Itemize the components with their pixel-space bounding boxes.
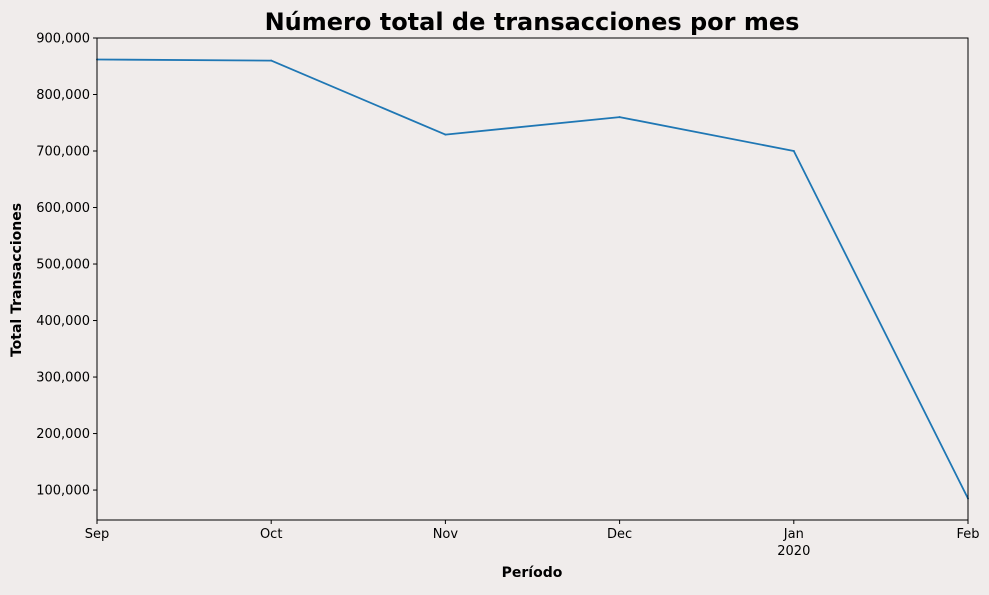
y-tick-label: 900,000 — [36, 32, 90, 47]
y-tick-label: 300,000 — [36, 371, 90, 386]
x-axis-title: Período — [502, 565, 563, 581]
data-point — [618, 116, 621, 119]
data-point — [270, 59, 273, 62]
x-tick-label: Dec — [607, 527, 632, 542]
x-tick-label: Feb — [956, 527, 979, 542]
series-line — [96, 58, 969, 499]
x-tick-label: Sep — [85, 527, 110, 542]
data-point — [792, 150, 795, 153]
y-tick-label: 200,000 — [36, 427, 90, 442]
x-tick-label: Nov — [433, 527, 459, 542]
y-tick-label: 700,000 — [36, 145, 90, 160]
data-point — [444, 133, 447, 136]
plot-area-frame — [96, 37, 969, 521]
y-axis-title: Total Transacciones — [9, 203, 25, 357]
y-tick-label: 500,000 — [36, 258, 90, 273]
chart-title: Número total de transacciones por mes — [265, 8, 800, 36]
series-layer — [96, 58, 969, 500]
y-tick-label: 100,000 — [36, 484, 90, 499]
y-tick-label: 800,000 — [36, 88, 90, 103]
y-axis: 100,000 200,000 300,000 400,000 500,000 600,0… — [36, 32, 97, 499]
x-tick-label: Oct — [260, 527, 282, 542]
x-tick-sublabel: 2020 — [777, 544, 810, 559]
y-tick-label: 400,000 — [36, 314, 90, 329]
y-tick-label: 600,000 — [36, 201, 90, 216]
x-tick-label: Jan — [783, 527, 804, 542]
x-axis: Sep Oct Nov Dec Jan 2020 Feb — [85, 520, 980, 559]
